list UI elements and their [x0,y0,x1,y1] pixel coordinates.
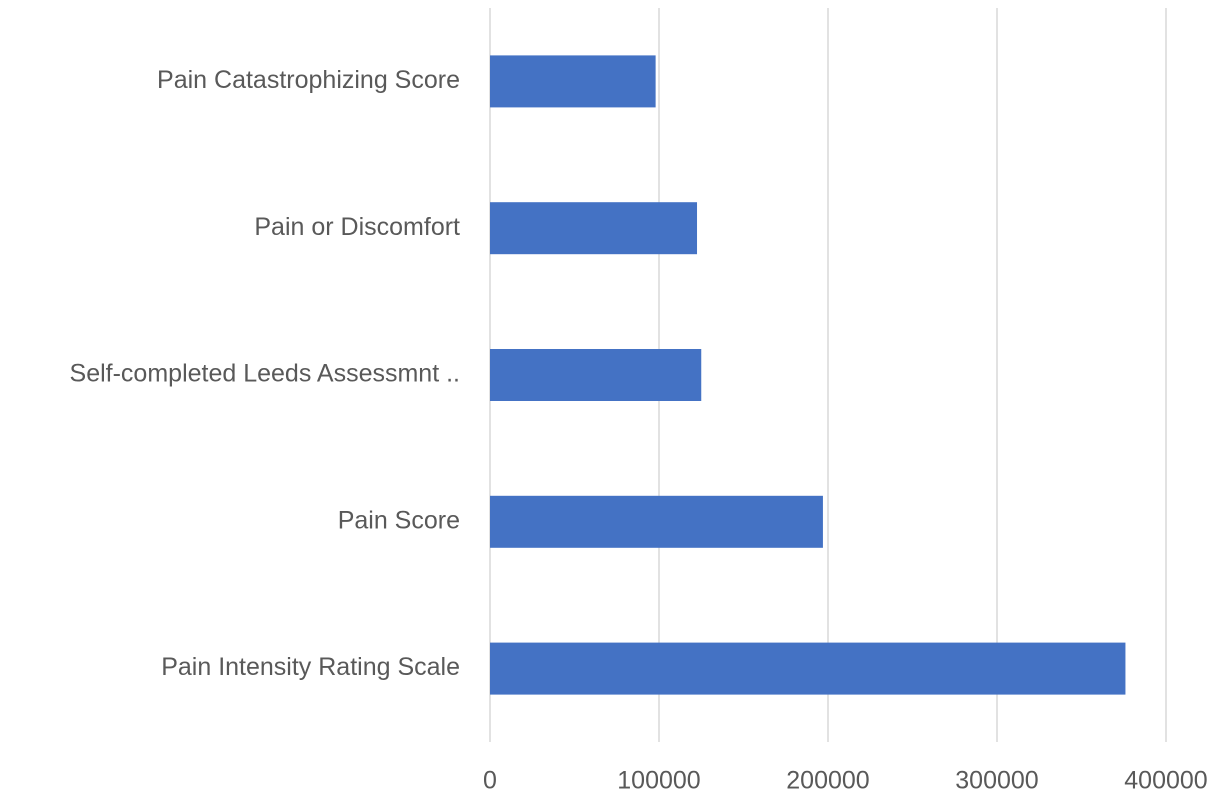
x-tick-label: 300000 [955,767,1038,795]
bar [490,642,1126,695]
bar [490,495,823,548]
y-tick-label: Pain or Discomfort [254,213,460,241]
x-tick-label: 200000 [786,767,869,795]
x-tick-label: 400000 [1124,767,1207,795]
bar [490,349,702,401]
x-tick-label: 100000 [617,767,700,795]
y-tick-label: Self-completed Leeds Assessmnt .. [70,360,460,388]
y-tick-label: Pain Score [338,506,460,534]
x-tick-label: 0 [483,767,497,795]
y-tick-label: Pain Catastrophizing Score [157,66,460,94]
y-tick-label: Pain Intensity Rating Scale [161,653,460,681]
bar [490,55,656,108]
bar [490,202,698,255]
